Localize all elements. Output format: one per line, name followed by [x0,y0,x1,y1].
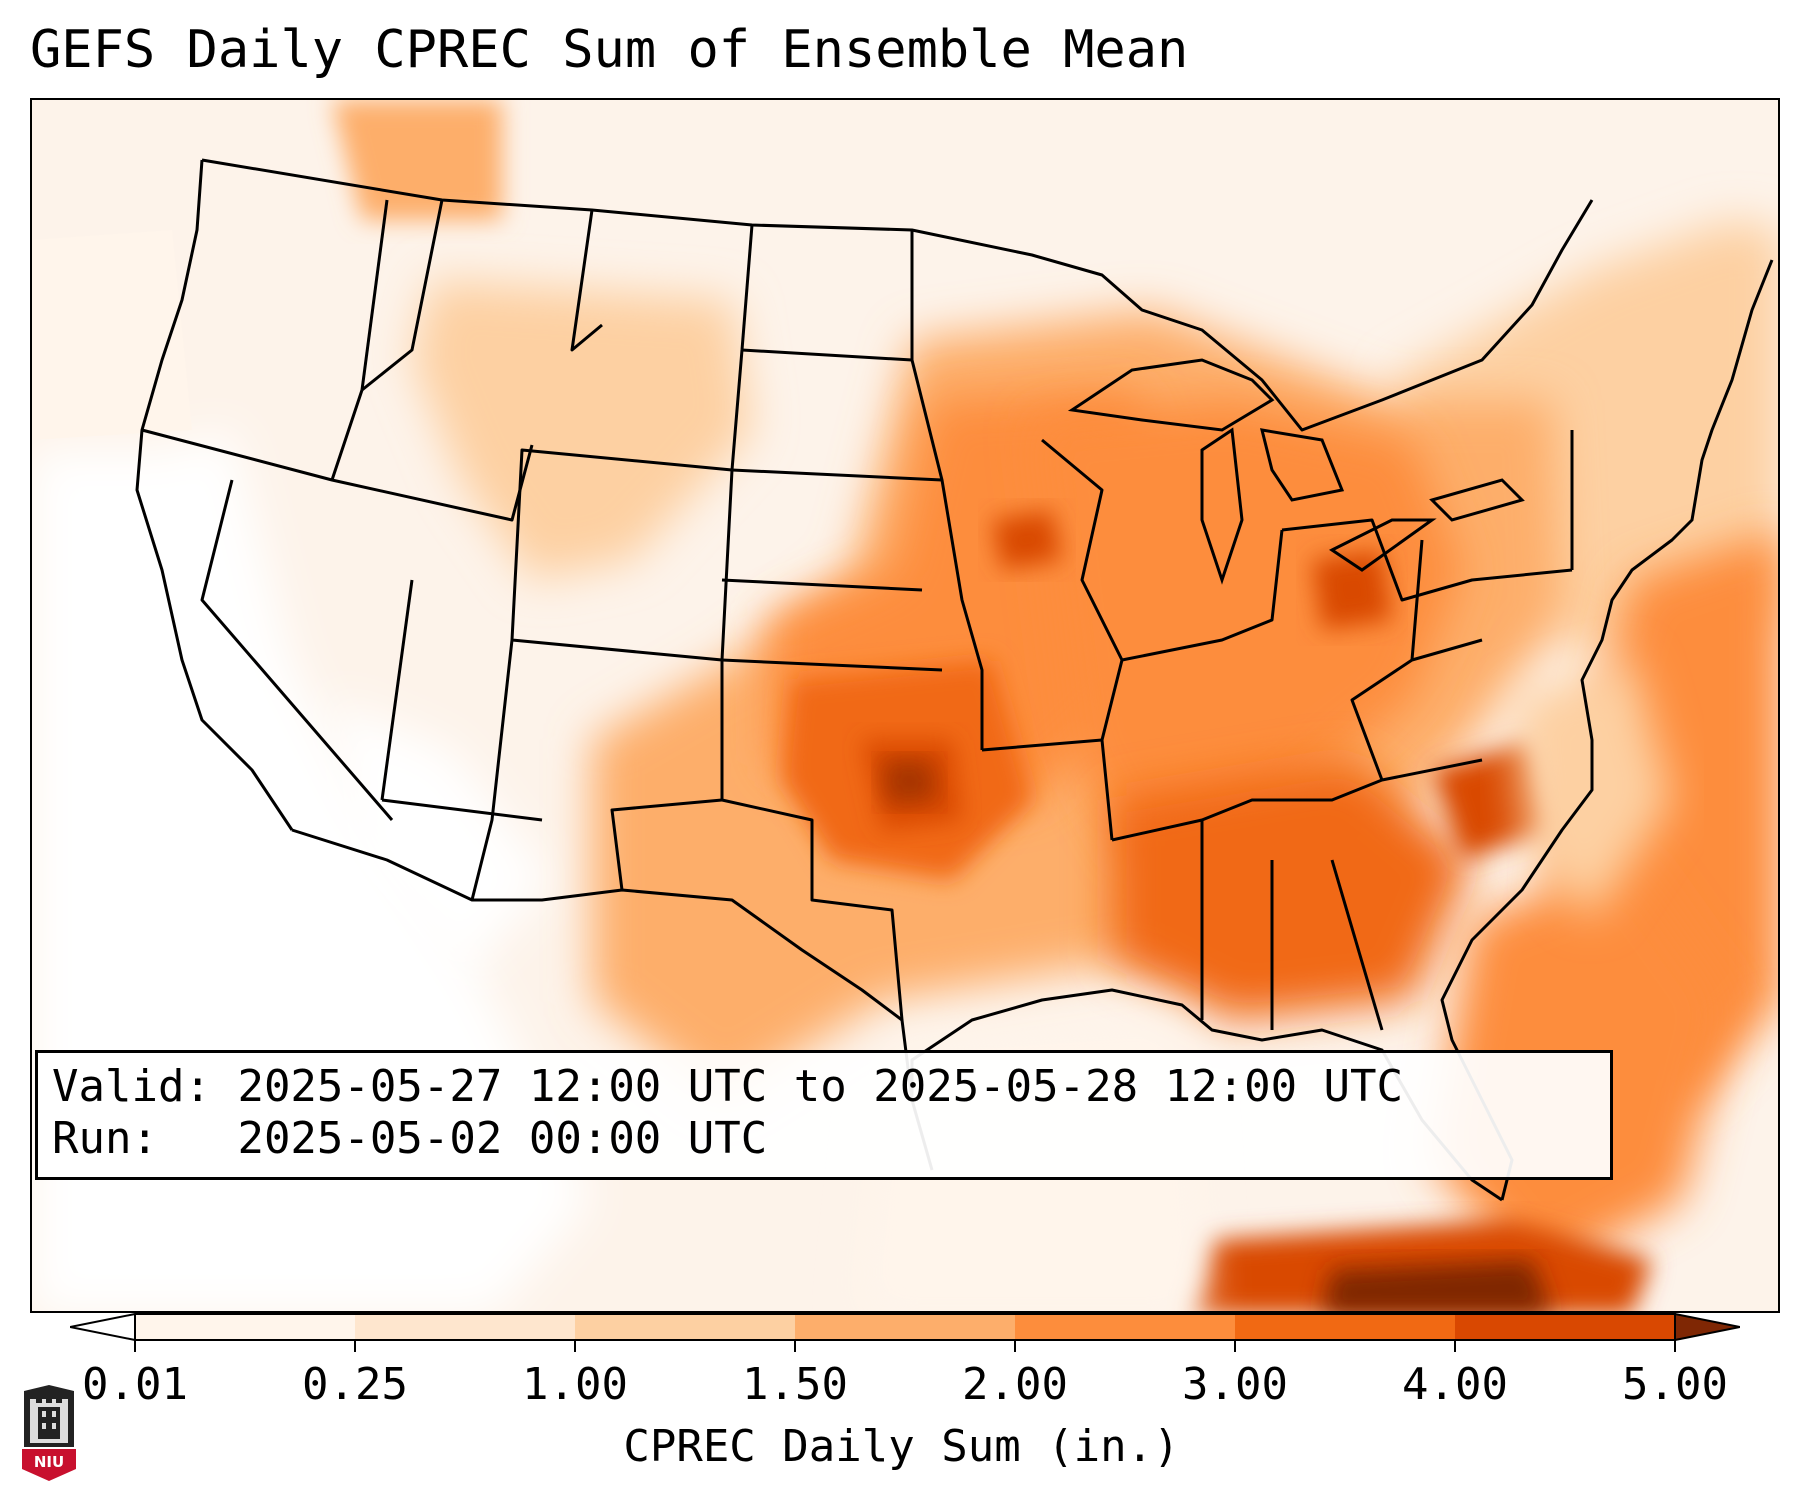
colorbar-tick-label: 0.01 [82,1359,188,1410]
run-label: Run: [52,1113,158,1164]
colorbar-tick [354,1342,356,1352]
colorbar-tick [1014,1342,1016,1352]
colorbar-under-arrow [70,1312,136,1342]
colorbar-segment [795,1314,1016,1340]
valid-run-info-box: Valid: 2025-05-27 12:00 UTC to 2025-05-2… [35,1050,1613,1180]
niu-logo: NIU [22,1385,76,1481]
colorbar [70,1312,1740,1342]
colorbar-segment [135,1314,356,1340]
colorbar-tick [1674,1342,1676,1352]
colorbar-tick-label: 3.00 [1182,1359,1288,1410]
colorbar-segment [1235,1314,1456,1340]
colorbar-tick-label: 2.00 [962,1359,1068,1410]
colorbar-tick [1234,1342,1236,1352]
great-lakes [1067,358,1525,585]
state-borders [135,158,1774,1202]
run-time: 2025-05-02 00:00 UTC [237,1113,768,1164]
colorbar-tick-label: 1.00 [522,1359,628,1410]
colorbar-tick [574,1342,576,1352]
valid-time-range: 2025-05-27 12:00 UTC to 2025-05-28 12:00… [237,1061,1404,1112]
colorbar-segment [355,1314,576,1340]
colorbar-label: CPREC Daily Sum (in.) [623,1421,1180,1472]
colorbar-segment [1455,1314,1676,1340]
valid-label: Valid: [52,1061,211,1112]
colorbar-over-arrow [1674,1312,1740,1342]
colorbar-tick-label: 5.00 [1622,1359,1728,1410]
colorbar-tick [1454,1342,1456,1352]
logo-text: NIU [34,1453,64,1471]
colorbar-segment [1015,1314,1236,1340]
colorbar-tick [794,1342,796,1352]
colorbar-tick-label: 0.25 [302,1359,408,1410]
map-title: GEFS Daily CPREC Sum of Ensemble Mean [30,20,1189,80]
colorbar-tick [134,1342,136,1352]
colorbar-segment [575,1314,796,1340]
colorbar-tick-label: 4.00 [1402,1359,1508,1410]
colorbar-tick-label: 1.50 [742,1359,848,1410]
